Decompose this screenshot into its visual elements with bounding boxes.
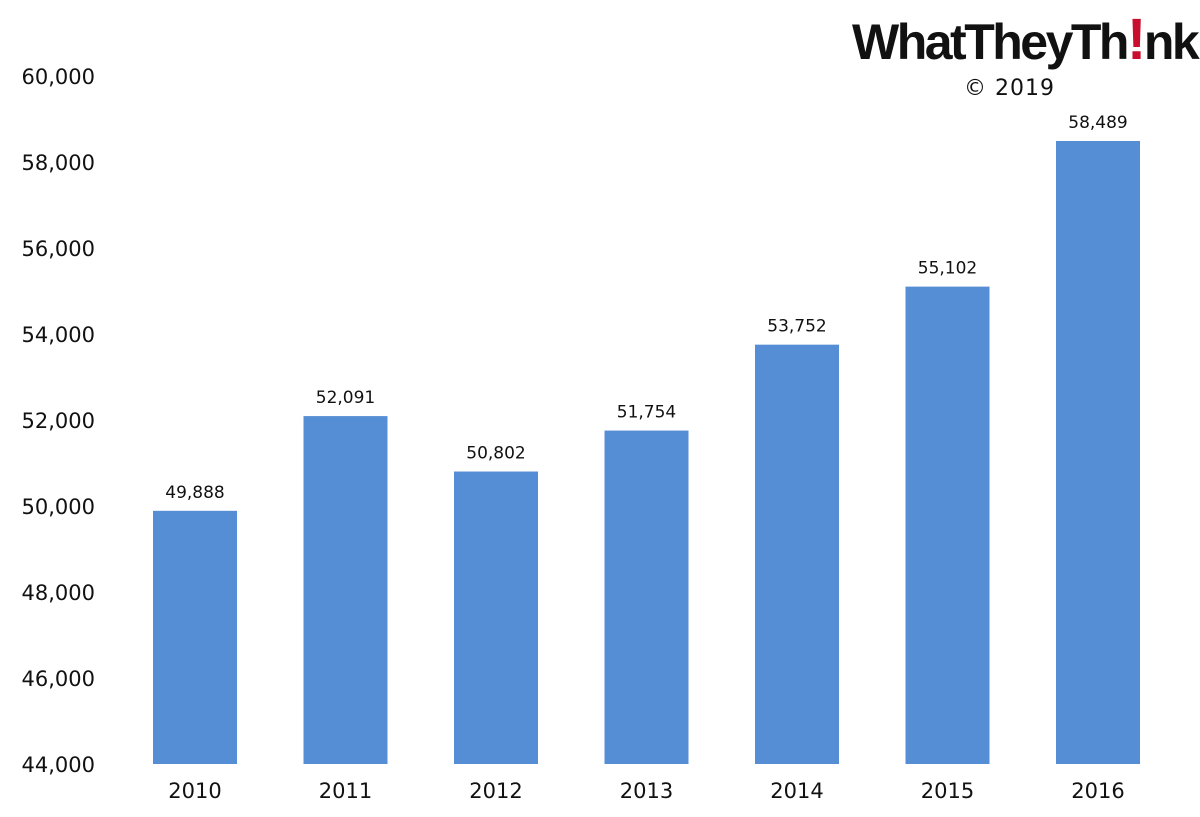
- x-tick-label: 2011: [319, 779, 372, 803]
- x-axis-tick-labels: 2010 2011 2012 2013 2014 2015 2016: [168, 779, 1124, 803]
- bar-2011: [303, 416, 388, 764]
- y-tick-label: 54,000: [22, 323, 95, 347]
- logo-text-before: WhatTheyTh: [852, 14, 1129, 70]
- bar-2014: [755, 344, 839, 764]
- y-tick-label: 44,000: [22, 753, 95, 777]
- bar-value-label: 53,752: [767, 317, 826, 337]
- bar-2010: [153, 510, 237, 764]
- y-tick-label: 52,000: [22, 409, 95, 433]
- copyright-notice: © 2019: [964, 76, 1055, 101]
- whattheythink-logo: WhatTheyTh!nk: [852, 6, 1200, 74]
- y-tick-label: 48,000: [22, 581, 95, 605]
- logo-text-after: nk: [1143, 14, 1200, 70]
- bars: [153, 140, 1140, 764]
- x-tick-label: 2012: [469, 779, 522, 803]
- y-tick-label: 46,000: [22, 667, 95, 691]
- bar-value-label: 51,754: [617, 403, 676, 423]
- x-tick-label: 2016: [1071, 779, 1124, 803]
- y-tick-label: 56,000: [22, 237, 95, 261]
- bar-2015: [905, 286, 990, 764]
- x-tick-label: 2014: [770, 779, 823, 803]
- y-tick-label: 60,000: [22, 65, 95, 89]
- y-tick-label: 58,000: [22, 151, 95, 175]
- bar-value-labels: 49,888 52,091 50,802 51,754 53,752 55,102 58,4…: [165, 113, 1127, 503]
- bar-value-label: 50,802: [466, 444, 525, 464]
- x-tick-label: 2013: [620, 779, 673, 803]
- bar-value-label: 49,888: [165, 483, 224, 503]
- bar-2012: [454, 471, 538, 764]
- bar-2013: [604, 430, 689, 764]
- bar-value-label: 52,091: [316, 388, 375, 408]
- x-tick-label: 2015: [921, 779, 974, 803]
- logo-exclamation-mark: !: [1126, 7, 1146, 72]
- y-axis-tick-labels: 44,000 46,000 48,000 50,000 52,000 54,000 56,0…: [22, 65, 95, 777]
- x-tick-label: 2010: [168, 779, 221, 803]
- bar-value-label: 55,102: [918, 259, 977, 279]
- bar-2016: [1056, 140, 1140, 764]
- bar-value-label: 58,489: [1068, 113, 1127, 133]
- y-tick-label: 50,000: [22, 495, 95, 519]
